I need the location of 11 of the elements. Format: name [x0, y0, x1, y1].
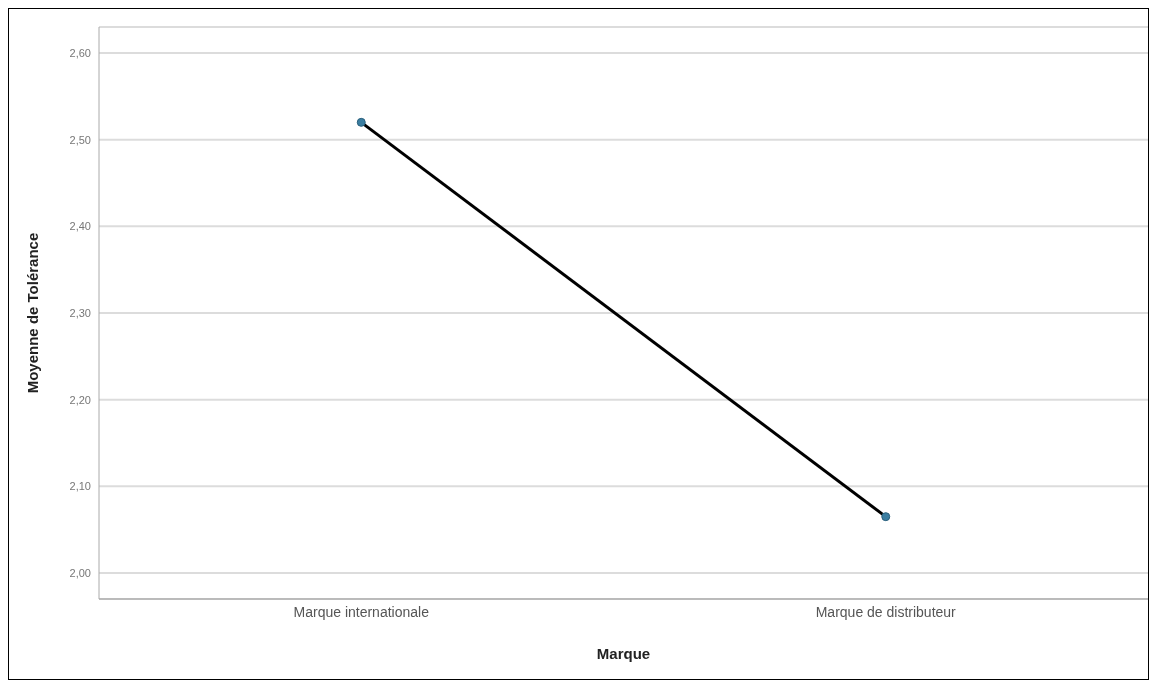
y-tick-label: 2,40	[69, 220, 91, 233]
y-tick-label: 2,20	[69, 393, 91, 406]
y-tick-label: 2,00	[69, 566, 91, 579]
y-axis-title: Moyenne de Tolérance	[24, 232, 42, 394]
y-tick-label: 2,10	[69, 480, 91, 493]
y-tick-label: 2,60	[69, 46, 91, 59]
x-tick-label: Marque de distributeur	[815, 603, 957, 620]
y-tick-label: 2,30	[69, 306, 91, 319]
x-tick-label: Marque internationale	[293, 603, 430, 620]
y-tick-label: 2,50	[69, 133, 91, 146]
x-axis-title: Marque	[596, 645, 651, 662]
